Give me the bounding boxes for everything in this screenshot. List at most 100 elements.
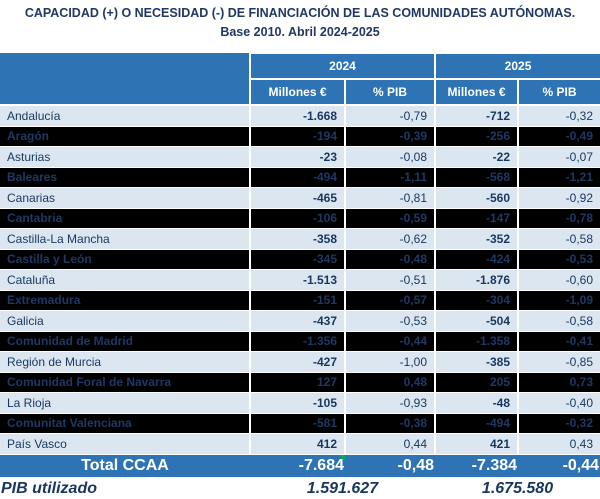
table-row: Galicia -437 -0,53 -504 -0,58 <box>0 310 600 332</box>
year-header-2025: 2025 <box>434 52 600 80</box>
table-row: Andalucía -1.668 -0,79 -712 -0,32 <box>0 105 600 127</box>
millones-2024-cell: -1.356 <box>250 331 346 352</box>
millones-2025-cell: -424 <box>435 249 520 270</box>
title-line-1: CAPACIDAD (+) O NECESIDAD (-) DE FINANCI… <box>24 6 576 20</box>
millones-2024-cell: -437 <box>250 310 346 332</box>
millones-2025-cell: -1.876 <box>435 269 520 291</box>
pib-2025-cell: -1,09 <box>518 290 600 311</box>
community-name: Comunidad de Madrid <box>0 331 251 352</box>
community-name: Canarias <box>0 187 251 209</box>
community-name: Andalucía <box>0 105 251 127</box>
pib-2025-cell: -0,49 <box>518 126 600 147</box>
community-name: Región de Murcia <box>0 351 251 373</box>
community-name: Baleares <box>0 167 251 188</box>
millones-2024-cell: -105 <box>250 392 346 414</box>
millones-2025-cell: 421 <box>435 433 520 455</box>
pib-2025-cell: 0,43 <box>518 433 600 455</box>
pib-utilizado-2025: 1.675.580 <box>435 477 600 499</box>
table-body: Andalucía -1.668 -0,79 -712 -0,32 Aragón… <box>0 105 600 455</box>
pib-2025-cell: -0,32 <box>518 105 600 127</box>
financing-table: 2024 2025 Millones € % PIB Millones € % … <box>0 52 600 499</box>
millones-2025-cell: -494 <box>435 413 520 434</box>
millones-2025-cell: -568 <box>435 167 520 188</box>
corner-cell <box>0 53 251 106</box>
community-name: País Vasco <box>0 433 251 455</box>
millones-2024-cell: -106 <box>250 208 346 229</box>
pib-2024-cell: -0,51 <box>345 269 437 291</box>
millones-2024-cell: -581 <box>250 413 346 434</box>
table-row: Región de Murcia -427 -1,00 -385 -0,85 <box>0 351 600 373</box>
millones-2024-cell: 127 <box>250 372 346 393</box>
table-row: Asturias -23 -0,08 -22 -0,07 <box>0 146 600 168</box>
total-label: Total CCAA <box>0 454 250 479</box>
millones-2024-cell: -1.668 <box>250 105 346 127</box>
millones-2025-cell: -352 <box>435 228 520 250</box>
pib-2025-cell: 0,73 <box>518 372 600 393</box>
community-name: La Rioja <box>0 392 251 414</box>
table-row: Cantabria -106 -0,59 -147 -0,78 <box>0 208 600 229</box>
pib-2024-cell: -0,38 <box>345 413 437 434</box>
title-line-2: Base 2010. Abril 2024-2025 <box>220 25 380 39</box>
pib-2025-cell: -0,40 <box>518 392 600 414</box>
pib-2025-cell: -1,21 <box>518 167 600 188</box>
pib-2024-cell: -0,57 <box>345 290 437 311</box>
millones-2024-cell: -345 <box>250 249 346 270</box>
pib-2024-cell: -0,53 <box>345 310 437 332</box>
table-row: Baleares -494 -1,11 -568 -1,21 <box>0 167 600 188</box>
pib-utilizado-label: PIB utilizado <box>0 477 250 499</box>
millones-2025-cell: -147 <box>435 208 520 229</box>
table-row: La Rioja -105 -0,93 -48 -0,40 <box>0 392 600 414</box>
pib-2024-cell: -0,39 <box>345 126 437 147</box>
pib-2024-cell: -0,59 <box>345 208 437 229</box>
millones-2024-cell: -494 <box>250 167 346 188</box>
millones-2025-cell: -504 <box>435 310 520 332</box>
pib-2025-cell: -0,60 <box>518 269 600 291</box>
community-name: Aragón <box>0 126 251 147</box>
total-row: Total CCAA -7.684 -0,48 -7.384 -0,44 <box>0 454 600 479</box>
pib-2025-cell: -0,53 <box>518 249 600 270</box>
page-title: CAPACIDAD (+) O NECESIDAD (-) DE FINANCI… <box>0 0 600 42</box>
millones-2025-cell: -304 <box>435 290 520 311</box>
millones-2024-cell: -23 <box>250 146 346 168</box>
pib-2024-cell: -1,00 <box>345 351 437 373</box>
table-row: Canarias -465 -0,81 -560 -0,92 <box>0 187 600 209</box>
total-pib-2025: -0,44 <box>518 454 600 479</box>
community-name: Comunidad Foral de Navarra <box>0 372 251 393</box>
pib-2024-cell: -0,93 <box>345 392 437 414</box>
pib-2024-cell: -0,48 <box>345 249 437 270</box>
table-row: Castilla-La Mancha -358 -0,62 -352 -0,58 <box>0 228 600 250</box>
col-header-millones-2024: Millones € <box>250 78 346 106</box>
millones-2025-cell: 205 <box>435 372 520 393</box>
pib-2025-cell: -0,32 <box>518 413 600 434</box>
community-name: Castilla-La Mancha <box>0 228 251 250</box>
col-header-pib-2025: % PIB <box>517 78 600 106</box>
community-name: Cantabria <box>0 208 251 229</box>
pib-utilizado-row: PIB utilizado 1.591.627 1.675.580 <box>0 477 600 499</box>
col-header-millones-2025: Millones € <box>434 78 520 106</box>
community-name: Castilla y León <box>0 249 251 270</box>
table-row: País Vasco 412 0,44 421 0,43 <box>0 433 600 455</box>
col-header-pib-2024: % PIB <box>343 78 437 106</box>
year-header-2024: 2024 <box>248 52 437 80</box>
millones-2024-cell: -151 <box>250 290 346 311</box>
pib-2024-cell: -0,62 <box>345 228 437 250</box>
table-row: Castilla y León -345 -0,48 -424 -0,53 <box>0 249 600 270</box>
table-row: Comunidad Foral de Navarra 127 0,48 205 … <box>0 372 600 393</box>
community-name: Asturias <box>0 146 251 168</box>
pib-2025-cell: -0,92 <box>518 187 600 209</box>
millones-2025-cell: -22 <box>435 146 520 168</box>
pib-2025-cell: -0,85 <box>518 351 600 373</box>
millones-2024-cell: 412 <box>250 433 346 455</box>
millones-2025-cell: -385 <box>435 351 520 373</box>
community-name: Extremadura <box>0 290 251 311</box>
total-millones-2025: -7.384 <box>435 454 519 479</box>
community-name: Galicia <box>0 310 251 332</box>
table-row: Extremadura -151 -0,57 -304 -1,09 <box>0 290 600 311</box>
millones-2025-cell: -256 <box>435 126 520 147</box>
millones-2025-cell: -48 <box>435 392 520 414</box>
pib-2025-cell: -0,78 <box>518 208 600 229</box>
table-row: Cataluña -1.513 -0,51 -1.876 -0,60 <box>0 269 600 291</box>
pib-2024-cell: 0,44 <box>345 433 437 455</box>
pib-2024-cell: -0,08 <box>345 146 437 168</box>
